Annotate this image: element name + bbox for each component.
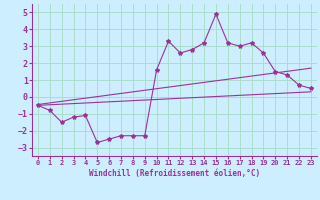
X-axis label: Windchill (Refroidissement éolien,°C): Windchill (Refroidissement éolien,°C): [89, 169, 260, 178]
